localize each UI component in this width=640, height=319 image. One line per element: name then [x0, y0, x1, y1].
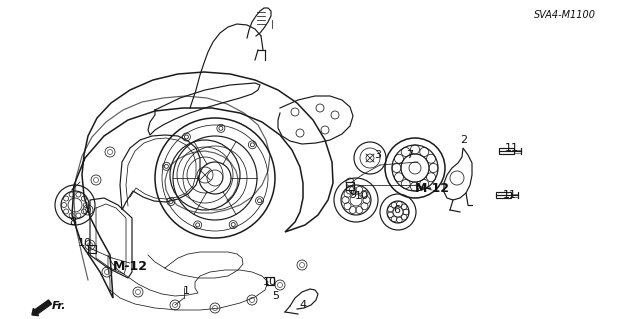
Text: 1: 1: [182, 286, 189, 296]
Text: 9: 9: [349, 190, 356, 200]
Text: 7: 7: [406, 150, 413, 160]
Text: 10: 10: [78, 238, 92, 248]
Text: 2: 2: [460, 135, 468, 145]
Text: 6: 6: [394, 205, 401, 215]
Text: 4: 4: [300, 300, 307, 310]
Text: 8: 8: [69, 217, 77, 227]
FancyArrow shape: [32, 300, 51, 316]
Text: 10: 10: [263, 277, 277, 287]
Text: Fr.: Fr.: [52, 301, 67, 311]
Text: 5: 5: [273, 291, 280, 301]
Text: 10: 10: [355, 191, 369, 201]
Text: M-12: M-12: [415, 182, 449, 195]
Text: 11: 11: [505, 143, 519, 153]
Text: 11: 11: [503, 190, 517, 200]
Text: SVA4-M1100: SVA4-M1100: [534, 10, 596, 20]
Text: 3: 3: [374, 150, 381, 160]
Text: M-12: M-12: [113, 261, 147, 273]
